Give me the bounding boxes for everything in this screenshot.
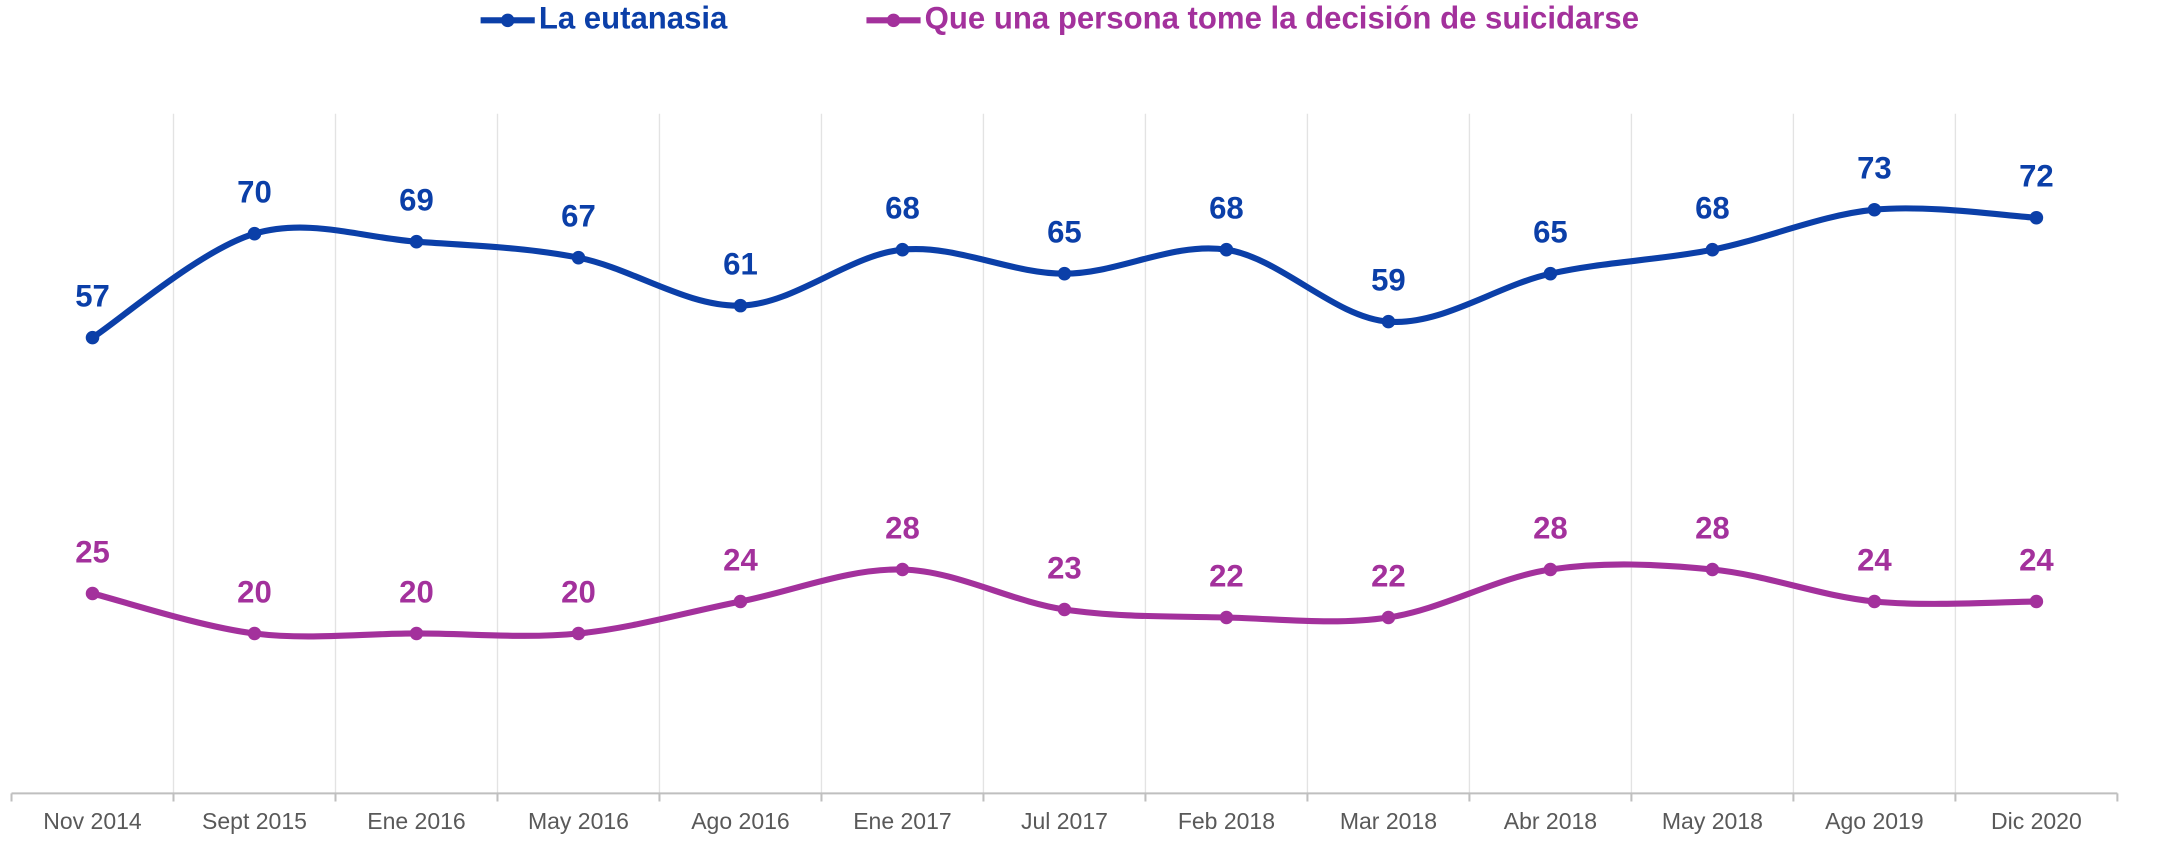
data-label: 23 xyxy=(1047,550,1082,585)
data-label: 25 xyxy=(75,534,110,569)
x-tick-label: Jul 2017 xyxy=(1021,808,1108,834)
point xyxy=(1057,266,1072,281)
point xyxy=(895,242,910,257)
point xyxy=(571,626,586,641)
data-label: 28 xyxy=(885,510,920,545)
data-label: 57 xyxy=(75,279,110,314)
data-label: 28 xyxy=(1533,510,1568,545)
data-label: 68 xyxy=(885,191,920,226)
data-label: 68 xyxy=(1209,191,1244,226)
point xyxy=(1867,202,1882,217)
data-label: 20 xyxy=(237,574,272,609)
data-label: 24 xyxy=(723,542,758,577)
legend-marker xyxy=(886,13,901,28)
data-label: 65 xyxy=(1047,215,1082,250)
legend-marker xyxy=(500,13,515,28)
data-label: 22 xyxy=(1209,558,1244,593)
point xyxy=(1219,610,1234,625)
point xyxy=(1543,266,1558,281)
data-label: 68 xyxy=(1695,191,1730,226)
point xyxy=(2029,594,2044,609)
point xyxy=(247,626,262,641)
point xyxy=(85,586,100,601)
x-tick-label: Sept 2015 xyxy=(202,808,307,834)
legend-label: La eutanasia xyxy=(539,1,728,36)
point xyxy=(733,298,748,313)
data-label: 73 xyxy=(1857,151,1892,186)
point xyxy=(1705,242,1720,257)
x-tick-label: Ene 2016 xyxy=(367,808,465,834)
x-tick-label: Ago 2016 xyxy=(691,808,789,834)
x-tick-label: Dic 2020 xyxy=(1991,808,2082,834)
data-label: 65 xyxy=(1533,215,1568,250)
point xyxy=(1057,602,1072,617)
point xyxy=(895,562,910,577)
point xyxy=(409,234,424,249)
point xyxy=(85,330,100,345)
x-tick-label: Feb 2018 xyxy=(1178,808,1275,834)
x-tick-label: Abr 2018 xyxy=(1504,808,1597,834)
data-label: 70 xyxy=(237,175,272,210)
data-label: 20 xyxy=(561,574,596,609)
data-label: 72 xyxy=(2019,159,2054,194)
data-label: 69 xyxy=(399,183,434,218)
point xyxy=(733,594,748,609)
point xyxy=(247,226,262,241)
data-label: 24 xyxy=(1857,542,1892,577)
point xyxy=(1867,594,1882,609)
x-tick-label: Ago 2019 xyxy=(1825,808,1923,834)
legend-label: Que una persona tome la decisión de suic… xyxy=(925,1,1639,36)
data-label: 24 xyxy=(2019,542,2054,577)
data-label: 59 xyxy=(1371,263,1406,298)
data-label: 61 xyxy=(723,247,758,282)
data-label: 20 xyxy=(399,574,434,609)
point xyxy=(1381,610,1396,625)
point xyxy=(1543,562,1558,577)
point xyxy=(2029,210,2044,225)
x-tick-label: Ene 2017 xyxy=(853,808,951,834)
point xyxy=(571,250,586,265)
point xyxy=(409,626,424,641)
x-tick-label: May 2016 xyxy=(528,808,629,834)
data-label: 67 xyxy=(561,199,596,234)
x-tick-label: May 2018 xyxy=(1662,808,1763,834)
point xyxy=(1219,242,1234,257)
x-tick-label: Mar 2018 xyxy=(1340,808,1437,834)
point xyxy=(1705,562,1720,577)
x-tick-label: Nov 2014 xyxy=(43,808,142,834)
data-label: 22 xyxy=(1371,558,1406,593)
data-label: 28 xyxy=(1695,510,1730,545)
point xyxy=(1381,314,1396,329)
